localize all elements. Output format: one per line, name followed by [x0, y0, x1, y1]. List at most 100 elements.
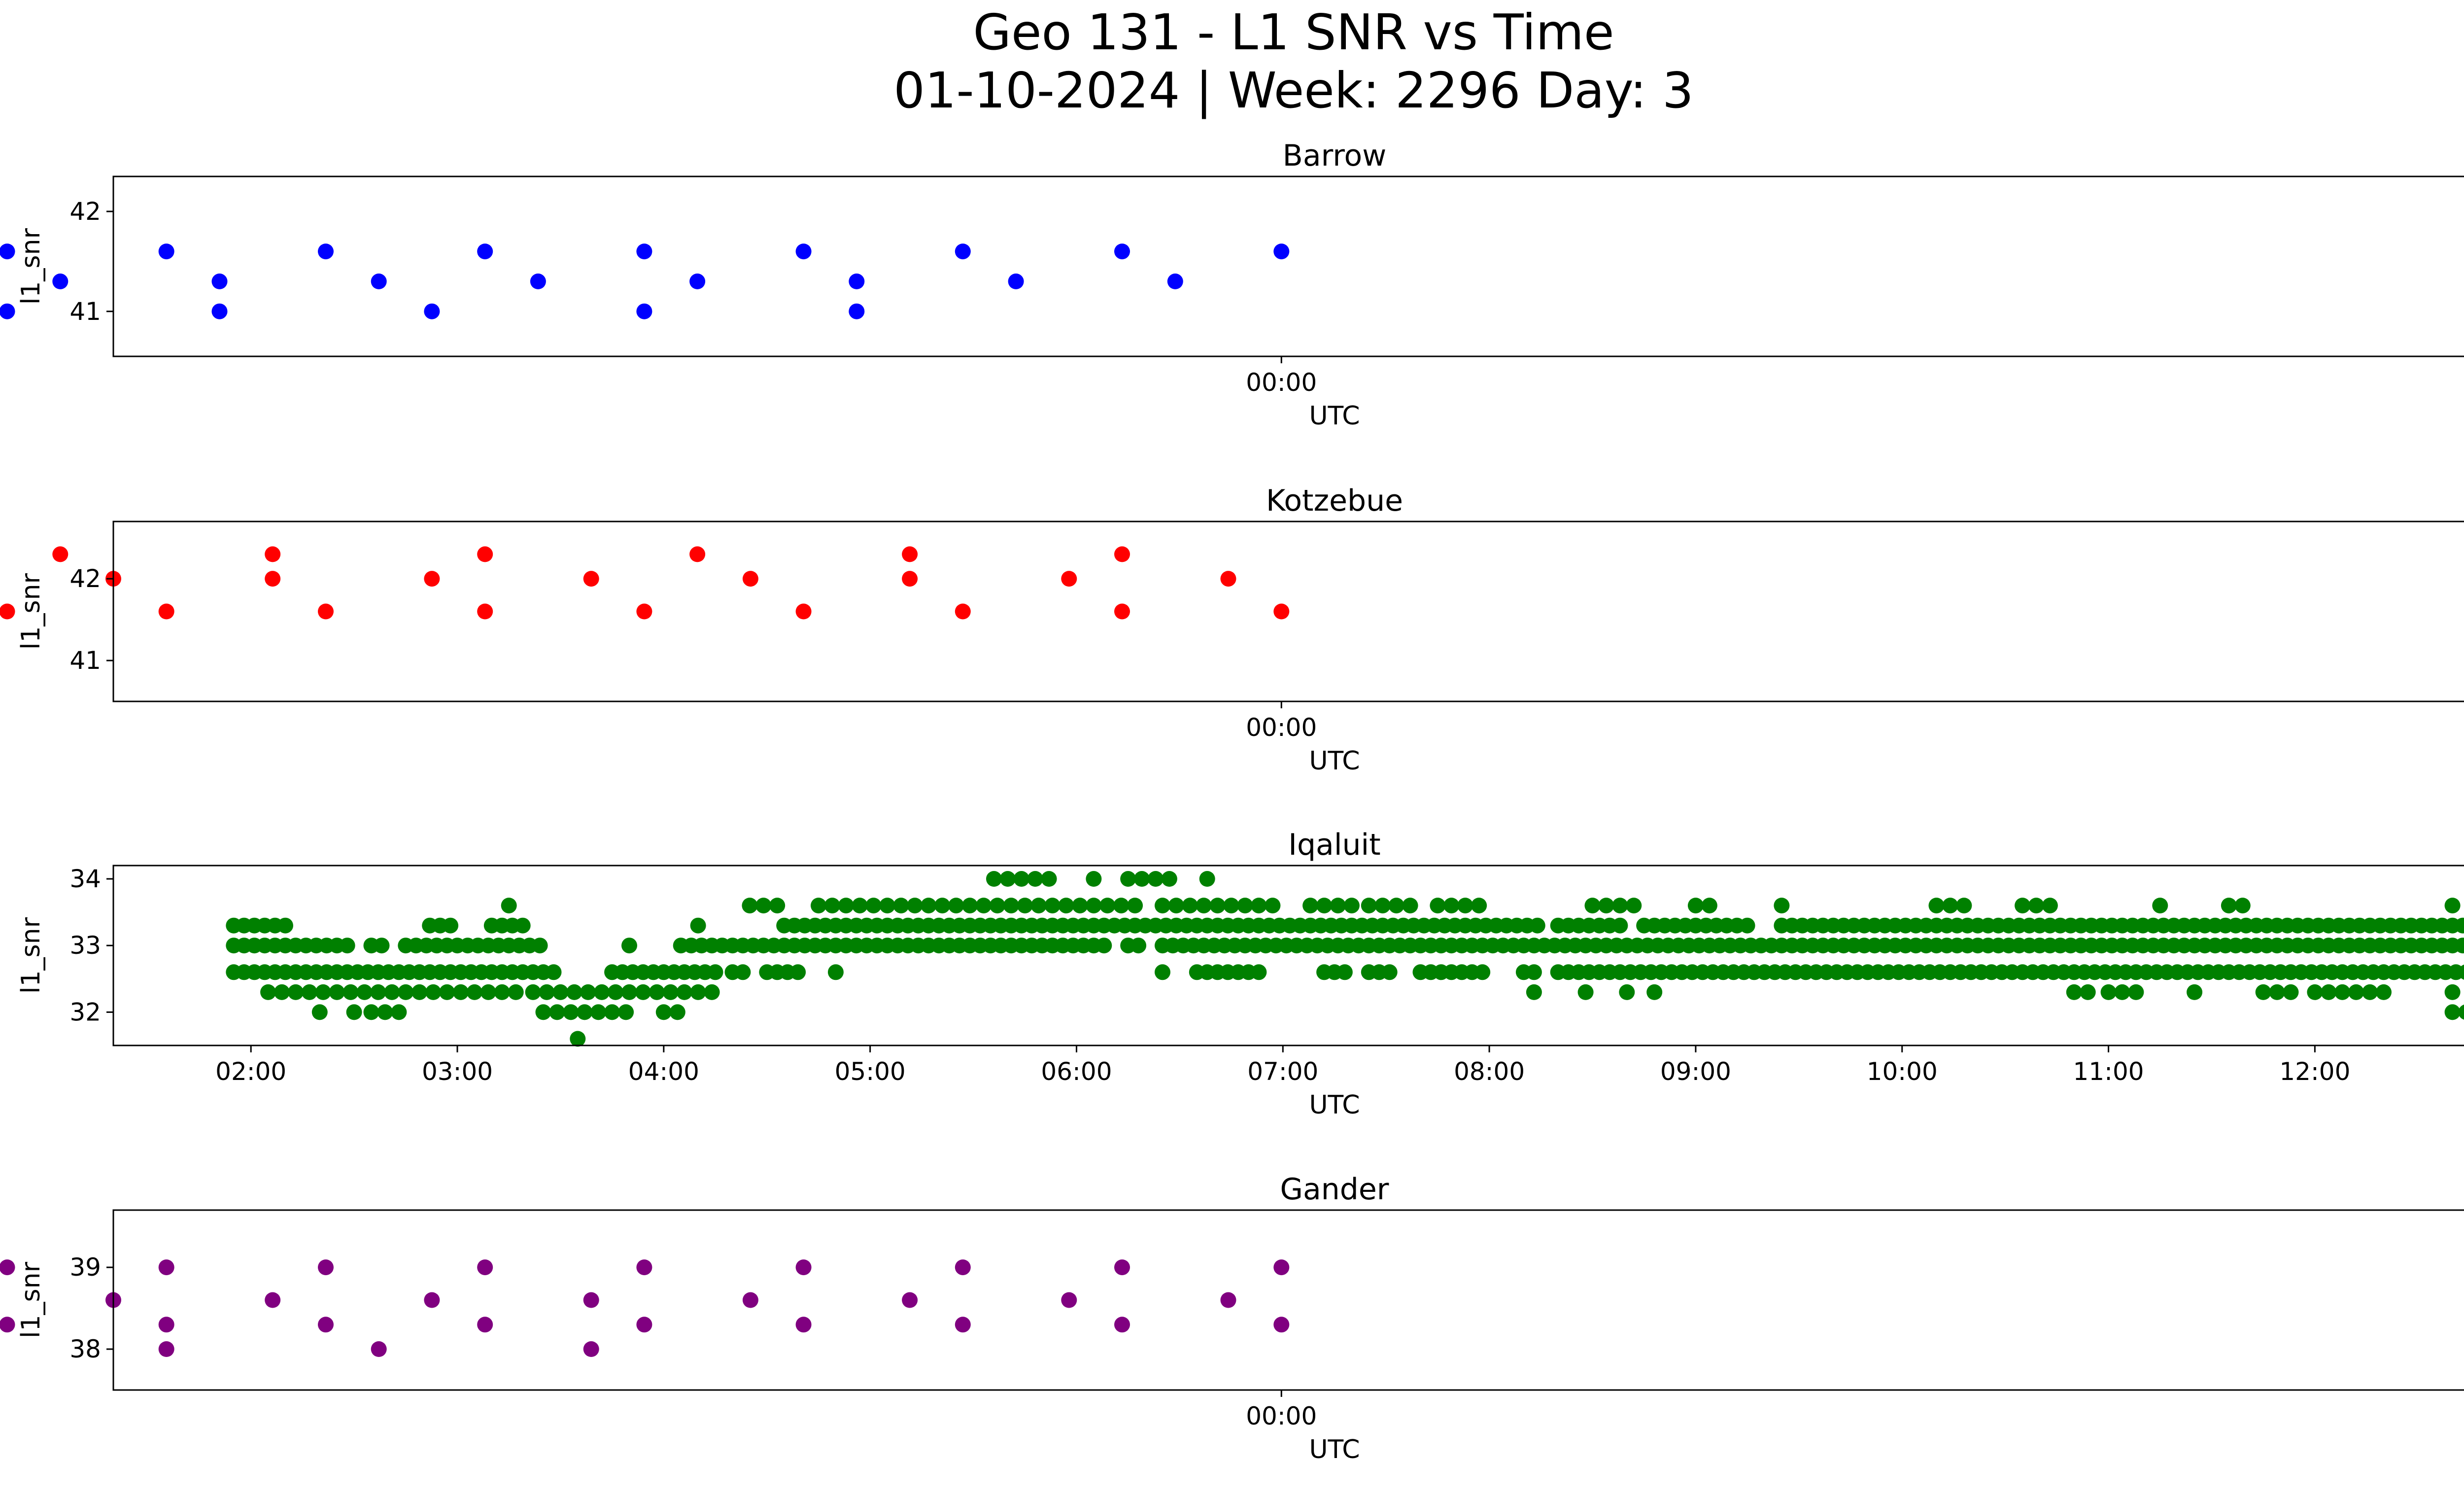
data-point: [1086, 871, 1101, 887]
data-point: [2115, 984, 2130, 1000]
data-point: [346, 1004, 362, 1020]
data-point: [934, 898, 950, 913]
y-axis-label: l1_snr: [16, 917, 46, 994]
data-point: [636, 243, 652, 259]
data-point: [2376, 984, 2392, 1000]
data-point: [318, 1259, 334, 1275]
data-point: [530, 274, 546, 289]
data-point: [343, 984, 359, 1000]
data-point: [1273, 243, 1289, 259]
data-point: [411, 984, 427, 1000]
data-point: [577, 1004, 592, 1020]
data-point: [1061, 1292, 1077, 1308]
data-point: [636, 1259, 652, 1275]
data-point: [525, 984, 541, 1000]
data-point: [467, 984, 482, 1000]
x-tick-label: 03:00: [422, 1057, 493, 1086]
data-point: [1114, 1259, 1130, 1275]
data-point: [2015, 898, 2030, 913]
data-point: [594, 984, 610, 1000]
data-point: [1134, 871, 1150, 887]
data-point: [677, 984, 692, 1000]
data-point: [315, 984, 331, 1000]
data-point: [2269, 984, 2285, 1000]
data-point: [1221, 1292, 1236, 1308]
data-point: [1375, 898, 1391, 913]
data-point: [2066, 984, 2082, 1000]
data-point: [508, 984, 524, 1000]
data-point: [636, 1317, 652, 1332]
data-point: [636, 604, 652, 620]
data-point: [670, 1004, 685, 1020]
data-point: [570, 1031, 585, 1047]
data-point: [1027, 871, 1043, 887]
data-point: [1474, 964, 1490, 980]
data-point: [708, 964, 723, 980]
data-point: [566, 984, 582, 1000]
data-point: [212, 274, 228, 289]
data-point: [902, 571, 918, 587]
data-point: [796, 604, 812, 620]
data-point: [635, 984, 651, 1000]
data-point: [371, 274, 387, 289]
data-point: [274, 984, 290, 1000]
data-point: [1224, 898, 1239, 913]
data-point: [1943, 898, 1958, 913]
x-tick-label: 00:00: [1246, 1402, 1317, 1430]
data-point: [159, 1341, 174, 1357]
data-point: [1199, 871, 1215, 887]
data-point: [1929, 898, 1945, 913]
data-point: [1099, 898, 1115, 913]
data-point: [986, 871, 1002, 887]
data-point: [866, 898, 882, 913]
data-point: [902, 1292, 918, 1308]
data-point: [0, 304, 15, 319]
y-tick-label: 42: [69, 564, 101, 593]
data-point: [704, 984, 720, 1000]
data-point: [1114, 546, 1130, 562]
data-point: [1273, 604, 1289, 620]
y-tick-label: 39: [69, 1253, 101, 1282]
data-point: [1031, 898, 1047, 913]
data-point: [357, 984, 373, 1000]
data-point: [2080, 984, 2096, 1000]
data-point: [1457, 898, 1473, 913]
data-point: [425, 984, 441, 1000]
x-axis-label: UTC: [1309, 401, 1360, 431]
data-point: [2445, 984, 2461, 1000]
data-point: [288, 984, 304, 1000]
data-point: [690, 918, 706, 934]
data-point: [539, 984, 555, 1000]
data-point: [1251, 964, 1266, 980]
data-point: [1168, 898, 1184, 913]
data-point: [580, 984, 596, 1000]
data-point: [260, 984, 276, 1000]
data-point: [828, 964, 844, 980]
data-point: [962, 898, 978, 913]
x-tick-label: 10:00: [1867, 1057, 1938, 1086]
x-tick-label: 08:00: [1454, 1057, 1525, 1086]
x-tick-label: 12:00: [2279, 1057, 2350, 1086]
data-point: [494, 984, 510, 1000]
data-point: [265, 1292, 280, 1308]
data-point: [590, 1004, 606, 1020]
x-tick-label: 00:00: [1246, 713, 1317, 742]
data-point: [318, 604, 334, 620]
data-point: [1045, 898, 1061, 913]
data-point: [583, 1341, 599, 1357]
data-point: [743, 1292, 758, 1308]
data-point: [2256, 984, 2271, 1000]
data-point: [546, 964, 562, 980]
data-point: [159, 243, 174, 259]
data-point: [1612, 898, 1628, 913]
x-axis-label: UTC: [1309, 1435, 1360, 1464]
data-point: [849, 304, 864, 319]
data-point: [1598, 898, 1614, 913]
data-point: [52, 274, 68, 289]
y-tick-label: 34: [69, 865, 101, 893]
data-point: [1626, 898, 1642, 913]
data-point: [0, 1317, 15, 1332]
data-point: [955, 1317, 971, 1332]
data-point: [374, 938, 390, 953]
